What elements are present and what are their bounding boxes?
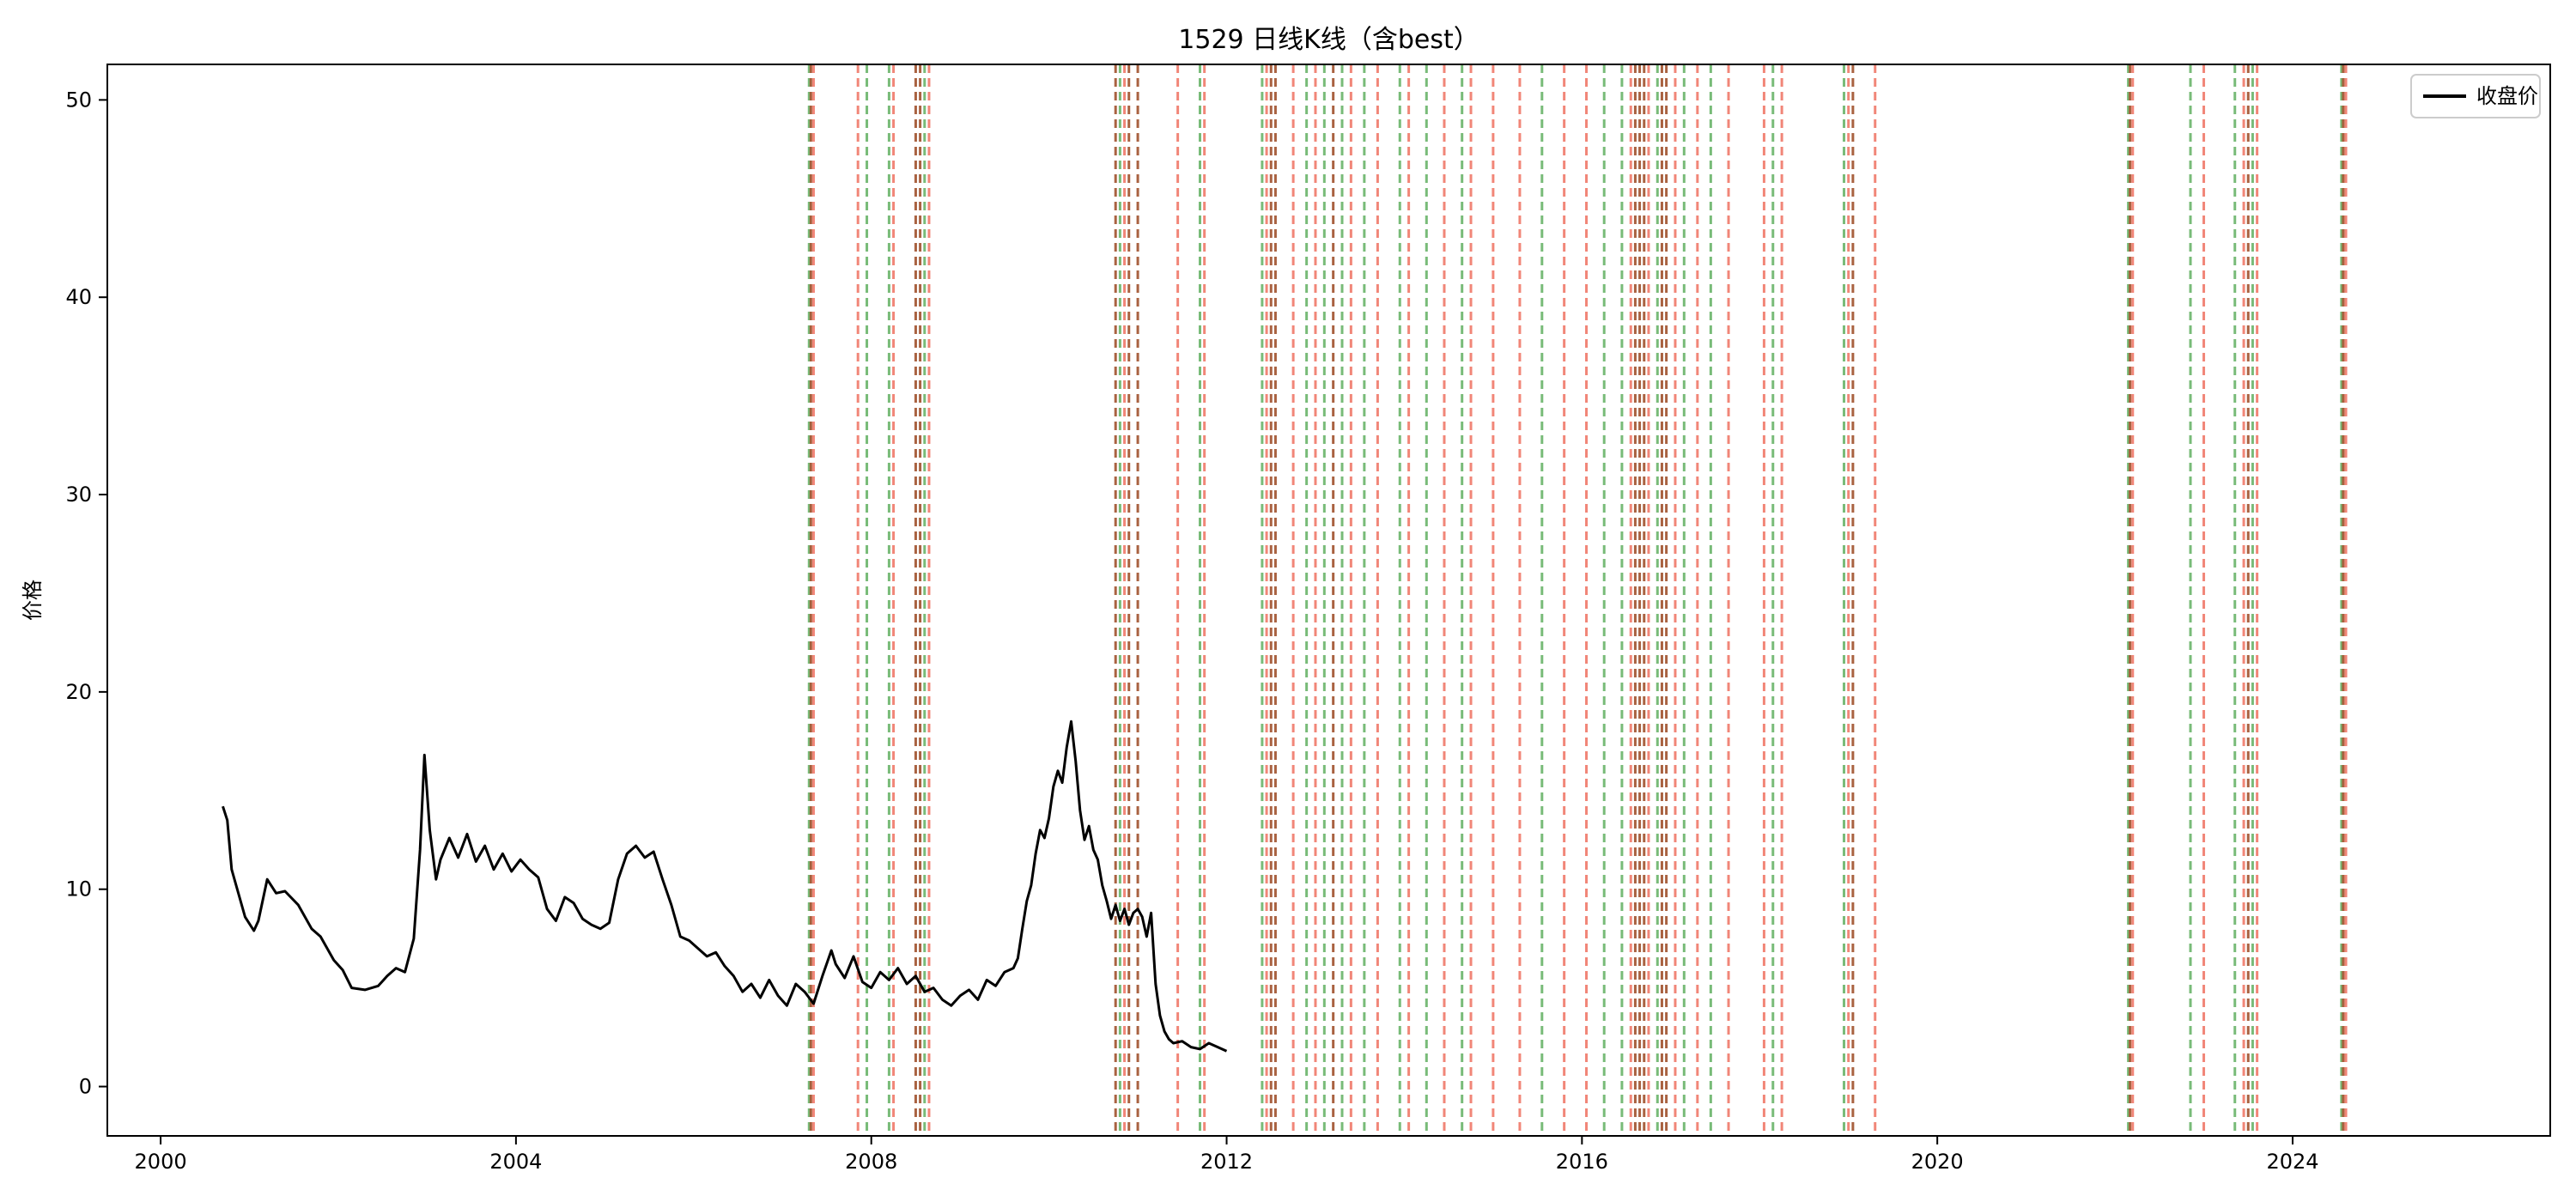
legend-box — [2410, 74, 2541, 118]
legend-label: 收盘价 — [2476, 84, 2538, 108]
axes-frame — [106, 64, 2551, 1137]
x-tick-label-5: 2020 — [1911, 1150, 1964, 1174]
y-tick-label-1: 10 — [65, 877, 92, 902]
x-tick-label-6: 2024 — [2266, 1150, 2318, 1174]
y-axis-label: 价格 — [21, 580, 45, 621]
y-tick-label-0: 0 — [79, 1075, 92, 1099]
plot-area — [107, 64, 2550, 1136]
chart-title: 1529 日线K线（含best） — [1178, 25, 1479, 55]
x-tick-label-0: 2000 — [135, 1150, 187, 1174]
x-tick-label-2: 2008 — [845, 1150, 897, 1174]
x-tick-label-4: 2016 — [1556, 1150, 1608, 1174]
y-tick-label-2: 20 — [65, 680, 92, 704]
x-tick-label-1: 2004 — [489, 1150, 542, 1174]
y-tick-label-4: 40 — [65, 285, 92, 309]
y-tick-label-3: 30 — [65, 483, 92, 507]
series-line-0 — [222, 719, 1228, 1053]
y-tick-label-5: 50 — [65, 88, 92, 112]
x-tick-label-3: 2012 — [1200, 1150, 1253, 1174]
